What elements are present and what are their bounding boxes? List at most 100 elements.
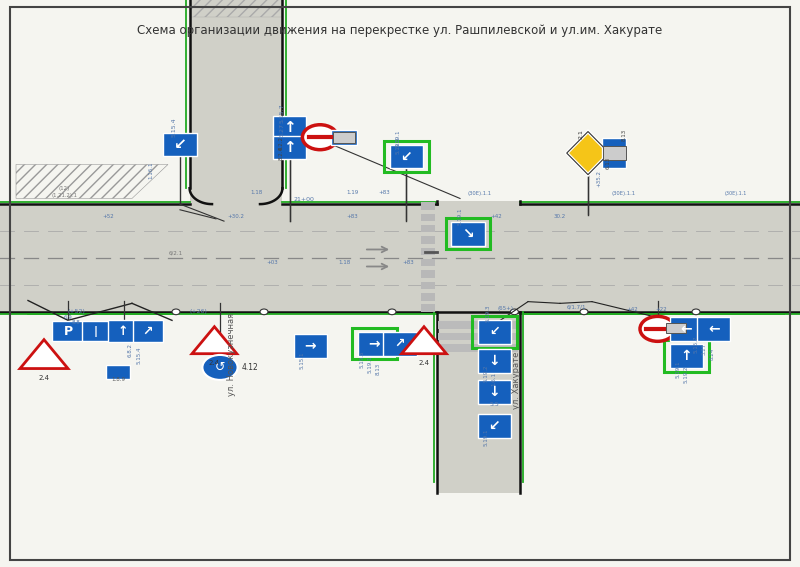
Text: (1.21.2).1: (1.21.2).1 [51,193,77,198]
Circle shape [202,355,238,380]
Bar [163,133,197,156]
Text: 3.27: 3.27 [702,343,706,356]
Text: (+26): (+26) [190,310,207,314]
Text: 8.8: 8.8 [72,320,80,324]
Bar [438,333,518,340]
Bar [390,145,423,168]
Text: 21+00: 21+00 [294,197,314,202]
Bar [273,136,306,159]
Bar [106,365,130,379]
Text: 5.15.4: 5.15.4 [172,117,177,137]
Circle shape [302,125,338,150]
Bar [190,0,282,204]
Text: 5.19.1: 5.19.1 [396,130,401,147]
Text: 6.9: 6.9 [64,315,72,320]
Bar [421,236,435,244]
Bar [421,202,435,210]
Polygon shape [20,340,68,369]
Text: ↑: ↑ [283,120,296,135]
Text: +83: +83 [402,260,414,265]
Text: 5.15.7: 5.15.7 [694,336,698,353]
Bar [352,328,397,359]
Text: ↗: ↗ [394,337,406,350]
Bar [478,414,511,438]
Bar [421,304,435,312]
Text: 5.15.4: 5.15.4 [137,346,142,363]
Text: 2.4: 2.4 [418,360,430,366]
Bar [331,130,357,145]
Bar [438,321,518,329]
Text: 5.19.3: 5.19.3 [486,304,490,321]
Text: +35.2: +35.2 [596,170,601,187]
Text: (65+): (65+) [498,306,514,311]
Bar [421,214,435,221]
Text: 8.13: 8.13 [376,362,381,375]
Text: 2.1: 2.1 [578,129,583,139]
Text: 3.27: 3.27 [279,124,284,137]
Text: (30E).1.1: (30E).1.1 [468,192,492,196]
Text: 5.19.1: 5.19.1 [367,356,372,373]
Circle shape [172,309,180,315]
Text: (30E).1.1: (30E).1.1 [725,192,747,196]
Bar [333,132,355,143]
Bar [478,349,511,373]
Text: (+52): (+52) [67,310,85,314]
Text: ↑: ↑ [283,140,296,155]
Bar [273,116,306,139]
Circle shape [388,309,396,315]
Text: (12): (12) [58,186,70,191]
Bar [421,259,435,266]
Text: Схема организации движения на перекрестке ул. Рашпилевской и ул.им. Хакурате: Схема организации движения на перекрестк… [138,24,662,37]
Circle shape [640,316,675,341]
Circle shape [510,309,518,315]
Text: 5.19.5: 5.19.5 [396,137,401,154]
Text: 5.19.5: 5.19.5 [359,351,364,368]
Text: 1.8.9: 1.8.9 [111,378,126,382]
Text: 8.24: 8.24 [710,348,714,360]
Text: ↙: ↙ [489,420,500,433]
Text: ↙: ↙ [401,150,412,163]
Text: ул. Хакурате: ул. Хакурате [512,351,522,409]
Bar [190,0,282,17]
Text: 5.19.1: 5.19.1 [484,429,489,446]
Text: →: → [369,337,380,350]
Text: ↙: ↙ [489,325,500,338]
Text: 5.19.1: 5.19.1 [676,361,681,378]
Text: +52: +52 [102,214,114,219]
Text: ↺: ↺ [214,361,226,374]
Bar [52,321,84,341]
Circle shape [580,309,588,315]
Bar [666,323,686,333]
Bar [446,218,490,249]
Polygon shape [192,327,237,354]
Bar [670,317,703,341]
Text: 5.19.2: 5.19.2 [684,366,689,383]
Text: 6/2.1: 6/2.1 [169,251,183,256]
Text: 5.15.7: 5.15.7 [279,104,284,123]
Text: +22: +22 [655,307,666,311]
Text: +42: +42 [490,214,502,219]
Text: ↘: ↘ [462,227,474,240]
Bar [0,204,800,312]
Text: ↙: ↙ [174,137,186,152]
Bar [421,225,435,232]
Bar [451,222,485,246]
Text: 5.19.1: 5.19.1 [458,208,462,225]
Text: ↓: ↓ [489,386,500,399]
Text: 6/1.7/1: 6/1.7/1 [566,305,586,310]
Text: ↗: ↗ [142,325,154,337]
Text: +30.2: +30.2 [227,214,245,219]
Text: 5.15.1: 5.15.1 [300,352,305,369]
Bar [664,340,709,372]
Text: +83: +83 [346,214,358,219]
Polygon shape [402,327,446,354]
Bar [438,344,518,352]
Text: ↓: ↓ [489,354,500,368]
Bar [602,138,626,168]
Text: 2.4: 2.4 [38,375,50,380]
Bar [384,141,429,172]
Bar [437,312,520,493]
Bar [383,332,417,356]
Text: 1.6.1: 1.6.1 [491,372,496,386]
Bar [421,270,435,278]
